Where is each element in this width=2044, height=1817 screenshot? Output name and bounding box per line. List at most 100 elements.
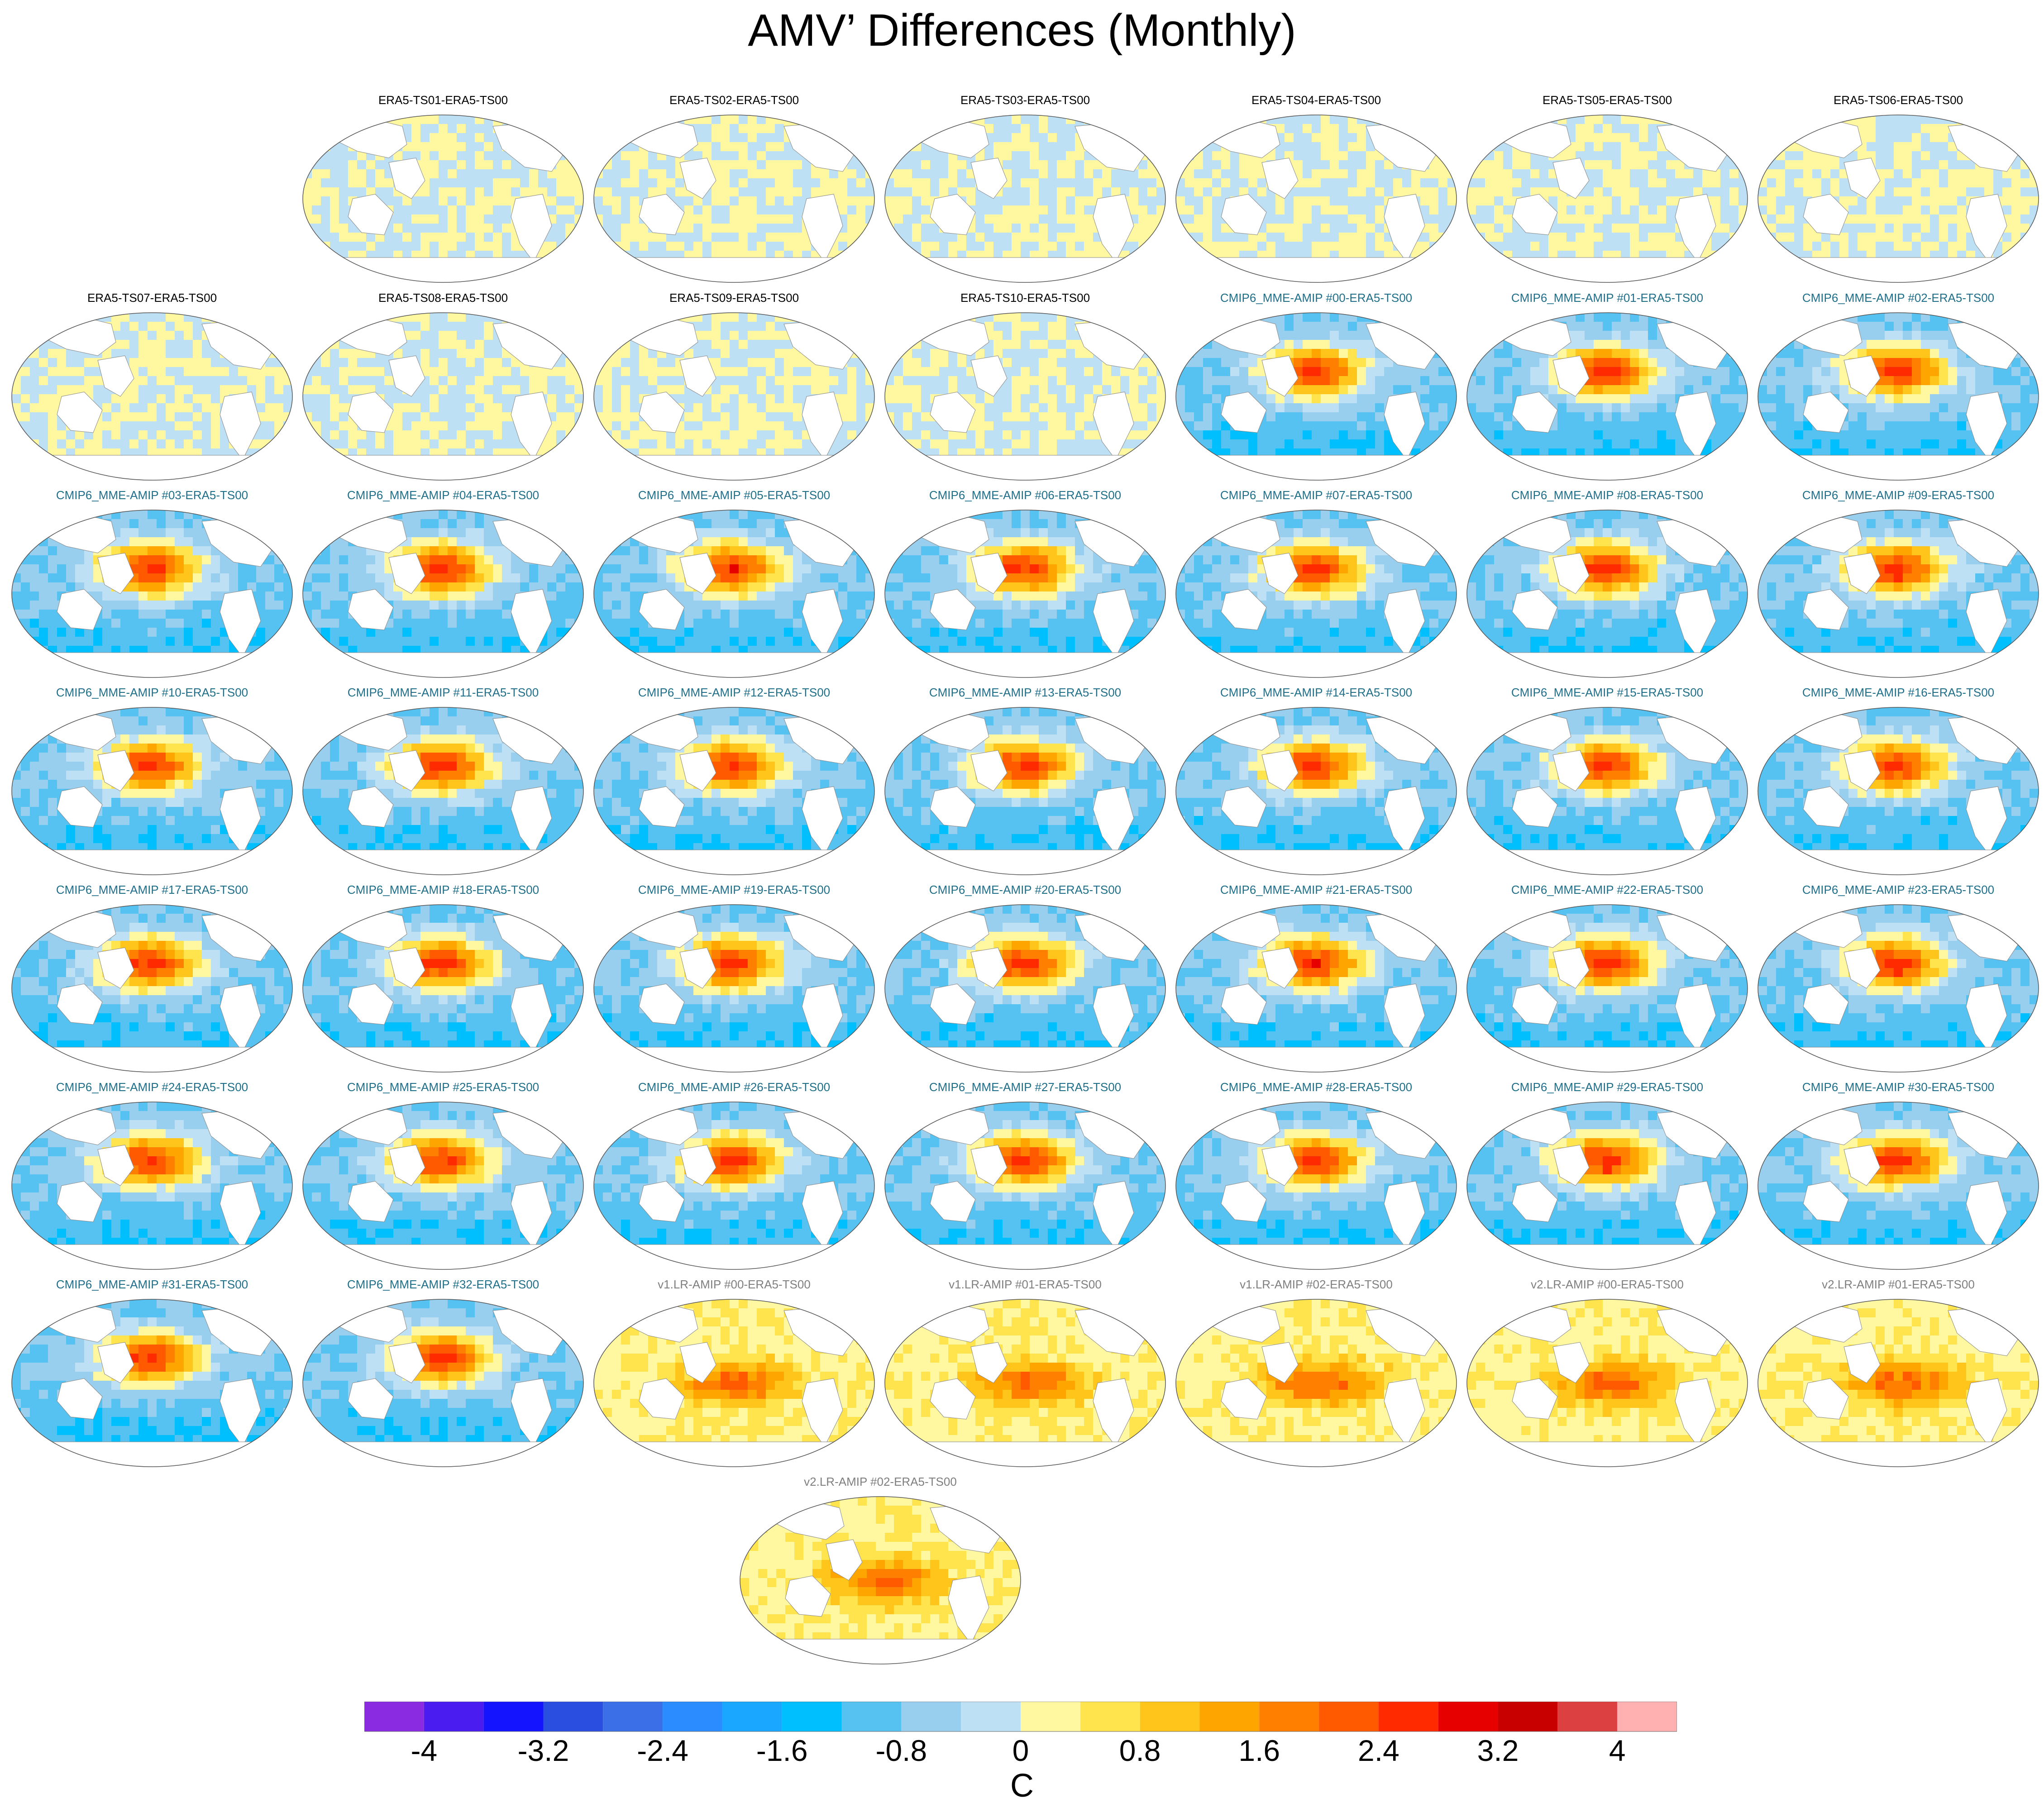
- colorbar-swatch: [782, 1702, 842, 1731]
- map-panel: CMIP6_MME-AMIP #13-ERA5-TS00: [880, 685, 1170, 875]
- map-plot: [593, 1102, 875, 1270]
- colorbar-swatch: [364, 1702, 424, 1731]
- map-plot: [593, 510, 875, 678]
- panel-title: v2.LR-AMIP #02-ERA5-TS00: [735, 1474, 1025, 1489]
- map-panel: CMIP6_MME-AMIP #21-ERA5-TS00: [1171, 882, 1461, 1073]
- map-plot: [593, 904, 875, 1073]
- panel-title: v1.LR-AMIP #00-ERA5-TS00: [589, 1277, 879, 1292]
- map-plot: [302, 114, 584, 283]
- panel-title: ERA5-TS10-ERA5-TS00: [880, 291, 1170, 305]
- colorbar-units: C: [977, 1767, 1067, 1804]
- map-panel: ERA5-TS07-ERA5-TS00: [7, 291, 297, 481]
- map-plot: [1175, 510, 1457, 678]
- colorbar-tick-label: -4: [379, 1733, 469, 1768]
- map-panel: CMIP6_MME-AMIP #14-ERA5-TS00: [1171, 685, 1461, 875]
- map-plot: [593, 1299, 875, 1467]
- map-plot: [1757, 114, 2039, 283]
- panel-title: CMIP6_MME-AMIP #07-ERA5-TS00: [1171, 488, 1461, 502]
- map-plot: [593, 114, 875, 283]
- map-panel: ERA5-TS04-ERA5-TS00: [1171, 93, 1461, 283]
- map-panel: CMIP6_MME-AMIP #19-ERA5-TS00: [589, 882, 879, 1073]
- colorbar-swatch: [1557, 1702, 1618, 1731]
- map-plot: [11, 707, 293, 875]
- panel-title: CMIP6_MME-AMIP #25-ERA5-TS00: [298, 1080, 588, 1094]
- colorbar-swatch: [1498, 1702, 1558, 1731]
- panel-title: CMIP6_MME-AMIP #10-ERA5-TS00: [7, 685, 297, 700]
- map-panel: CMIP6_MME-AMIP #27-ERA5-TS00: [880, 1080, 1170, 1270]
- panel-title: CMIP6_MME-AMIP #03-ERA5-TS00: [7, 488, 297, 502]
- panel-title: CMIP6_MME-AMIP #02-ERA5-TS00: [1753, 291, 2043, 305]
- map-plot: [1466, 707, 1748, 875]
- map-plot: [1175, 707, 1457, 875]
- panel-title: ERA5-TS04-ERA5-TS00: [1171, 93, 1461, 107]
- map-panel: CMIP6_MME-AMIP #18-ERA5-TS00: [298, 882, 588, 1073]
- colorbar-swatch: [1259, 1702, 1319, 1731]
- map-plot: [884, 904, 1166, 1073]
- map-panel: CMIP6_MME-AMIP #29-ERA5-TS00: [1462, 1080, 1752, 1270]
- map-plot: [740, 1496, 1021, 1664]
- map-plot: [1466, 114, 1748, 283]
- panel-title: CMIP6_MME-AMIP #06-ERA5-TS00: [880, 488, 1170, 502]
- colorbar-swatch: [603, 1702, 663, 1731]
- panel-title: CMIP6_MME-AMIP #27-ERA5-TS00: [880, 1080, 1170, 1094]
- map-plot: [593, 312, 875, 481]
- map-panel: v2.LR-AMIP #00-ERA5-TS00: [1462, 1277, 1752, 1467]
- map-panel: CMIP6_MME-AMIP #24-ERA5-TS00: [7, 1080, 297, 1270]
- map-plot: [11, 312, 293, 481]
- map-panel: v1.LR-AMIP #01-ERA5-TS00: [880, 1277, 1170, 1467]
- panel-title: CMIP6_MME-AMIP #08-ERA5-TS00: [1462, 488, 1752, 502]
- map-plot: [1175, 904, 1457, 1073]
- map-plot: [1466, 1299, 1748, 1467]
- map-plot: [1175, 1299, 1457, 1467]
- panel-title: CMIP6_MME-AMIP #30-ERA5-TS00: [1753, 1080, 2043, 1094]
- panel-title: CMIP6_MME-AMIP #11-ERA5-TS00: [298, 685, 588, 700]
- map-panel: ERA5-TS02-ERA5-TS00: [589, 93, 879, 283]
- map-panel: CMIP6_MME-AMIP #06-ERA5-TS00: [880, 488, 1170, 678]
- map-plot: [302, 312, 584, 481]
- map-panel: ERA5-TS01-ERA5-TS00: [298, 93, 588, 283]
- map-plot: [1175, 1102, 1457, 1270]
- map-panel: CMIP6_MME-AMIP #01-ERA5-TS00: [1462, 291, 1752, 481]
- map-plot: [1757, 1102, 2039, 1270]
- map-plot: [1466, 510, 1748, 678]
- map-plot: [11, 1102, 293, 1270]
- colorbar-swatch: [901, 1702, 961, 1731]
- colorbar-tick-label: 4: [1572, 1733, 1662, 1768]
- map-panel: CMIP6_MME-AMIP #05-ERA5-TS00: [589, 488, 879, 678]
- colorbar-swatch: [841, 1702, 902, 1731]
- panel-title: CMIP6_MME-AMIP #24-ERA5-TS00: [7, 1080, 297, 1094]
- panel-title: ERA5-TS09-ERA5-TS00: [589, 291, 879, 305]
- map-plot: [11, 510, 293, 678]
- map-panel: ERA5-TS10-ERA5-TS00: [880, 291, 1170, 481]
- colorbar-tick-label: -1.6: [737, 1733, 827, 1768]
- map-plot: [884, 707, 1166, 875]
- map-panel: CMIP6_MME-AMIP #10-ERA5-TS00: [7, 685, 297, 875]
- map-panel: ERA5-TS03-ERA5-TS00: [880, 93, 1170, 283]
- colorbar-tick-label: -3.2: [498, 1733, 588, 1768]
- map-panel: CMIP6_MME-AMIP #08-ERA5-TS00: [1462, 488, 1752, 678]
- map-panel: CMIP6_MME-AMIP #31-ERA5-TS00: [7, 1277, 297, 1467]
- map-panel: v1.LR-AMIP #02-ERA5-TS00: [1171, 1277, 1461, 1467]
- map-plot: [302, 904, 584, 1073]
- map-plot: [1757, 904, 2039, 1073]
- panel-title: CMIP6_MME-AMIP #22-ERA5-TS00: [1462, 882, 1752, 897]
- panel-title: CMIP6_MME-AMIP #00-ERA5-TS00: [1171, 291, 1461, 305]
- map-panel: CMIP6_MME-AMIP #02-ERA5-TS00: [1753, 291, 2043, 481]
- panel-title: CMIP6_MME-AMIP #32-ERA5-TS00: [298, 1277, 588, 1292]
- map-plot: [884, 114, 1166, 283]
- colorbar-swatch: [1080, 1702, 1140, 1731]
- main-title: AMV’ Differences (Monthly): [0, 5, 2044, 57]
- panel-title: CMIP6_MME-AMIP #16-ERA5-TS00: [1753, 685, 2043, 700]
- map-panel: v2.LR-AMIP #02-ERA5-TS00: [735, 1474, 1025, 1664]
- colorbar-swatch: [722, 1702, 782, 1731]
- colorbar-tick-label: 0: [975, 1733, 1066, 1768]
- map-panel: CMIP6_MME-AMIP #03-ERA5-TS00: [7, 488, 297, 678]
- panel-title: v2.LR-AMIP #01-ERA5-TS00: [1753, 1277, 2043, 1292]
- panel-title: CMIP6_MME-AMIP #28-ERA5-TS00: [1171, 1080, 1461, 1094]
- colorbar-swatch: [483, 1702, 544, 1731]
- colorbar-tick-label: 1.6: [1214, 1733, 1304, 1768]
- map-panel: CMIP6_MME-AMIP #17-ERA5-TS00: [7, 882, 297, 1073]
- colorbar-swatch: [1319, 1702, 1379, 1731]
- map-panel: CMIP6_MME-AMIP #00-ERA5-TS00: [1171, 291, 1461, 481]
